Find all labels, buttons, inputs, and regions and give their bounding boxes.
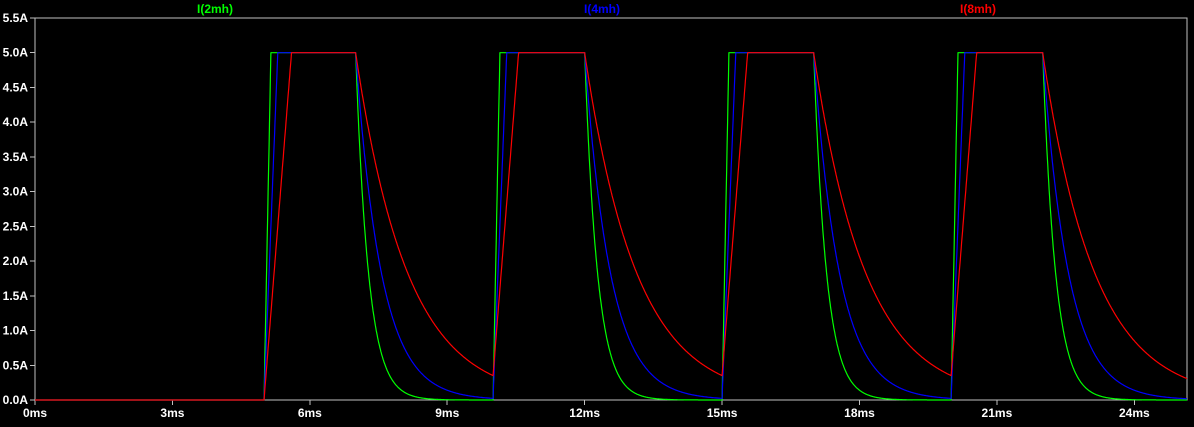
- trace-i-4mh: [34, 52, 1188, 401]
- y-tick-label: 2.5A: [3, 219, 29, 233]
- x-tick-label: 15ms: [707, 406, 738, 420]
- x-tick-label: 0ms: [23, 406, 47, 420]
- legend-label-i-2mh[interactable]: I(2mh): [197, 2, 233, 16]
- y-tick-label: 4.5A: [3, 80, 29, 94]
- x-tick-label: 3ms: [160, 406, 184, 420]
- plot-frame: [34, 17, 1188, 401]
- axes-layer: 5.5A 5.0A 4.5A 4.0A 3.5A 3.0A 2.5A 2.0A 1.5A 1.0A…: [3, 11, 1188, 420]
- y-tick-label: 2.0A: [3, 254, 29, 268]
- x-tick-label: 9ms: [435, 406, 459, 420]
- trace-i-2mh: [34, 52, 1188, 401]
- y-tick-label: 5.5A: [3, 11, 29, 25]
- traces-layer: [34, 52, 1188, 401]
- x-tick-label: 6ms: [298, 406, 322, 420]
- legend-label-i-4mh[interactable]: I(4mh): [584, 2, 620, 16]
- y-tick-label: 0.0A: [3, 393, 29, 407]
- y-tick-label: 1.0A: [3, 324, 29, 338]
- trace-i-8mh: [34, 52, 1188, 401]
- x-tick-label: 12ms: [569, 406, 600, 420]
- y-tick-label: 5.0A: [3, 46, 29, 60]
- x-tick-label: 18ms: [844, 406, 875, 420]
- legend-label-i-8mh[interactable]: I(8mh): [960, 2, 996, 16]
- y-tick-label: 3.0A: [3, 185, 29, 199]
- y-tick-label: 4.0A: [3, 115, 29, 129]
- x-tick-label: 21ms: [982, 406, 1013, 420]
- y-tick-label: 3.5A: [3, 150, 29, 164]
- y-tick-label: 1.5A: [3, 289, 29, 303]
- y-tick-label: 0.5A: [3, 358, 29, 372]
- x-tick-label: 24ms: [1119, 406, 1150, 420]
